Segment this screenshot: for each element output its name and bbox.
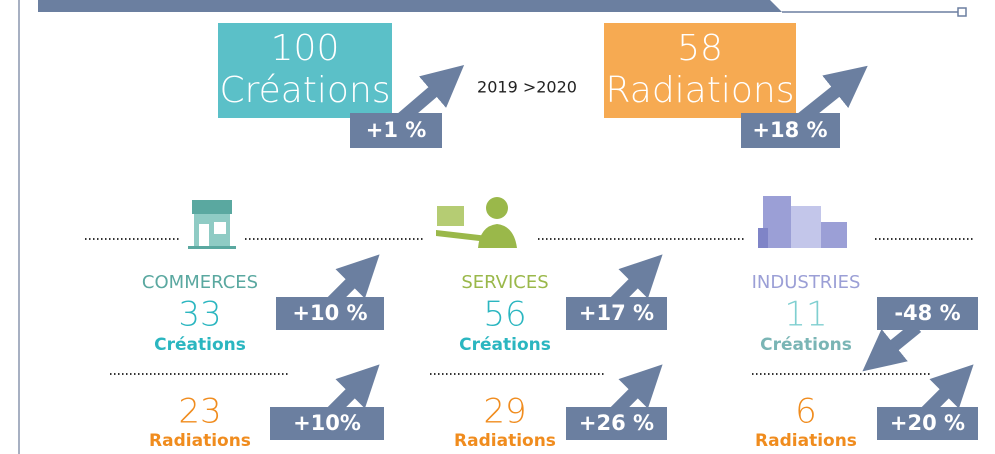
creations-value: 33	[178, 295, 221, 335]
radiations-value: 29	[483, 392, 526, 432]
change: -48 %	[894, 301, 960, 325]
creations-value: 11	[784, 295, 827, 335]
header-bar	[38, 0, 782, 12]
badge-bg	[276, 297, 384, 330]
badge-bg	[350, 113, 442, 148]
change: +17 %	[579, 301, 654, 325]
change: +26 %	[579, 411, 654, 435]
change: +10 %	[292, 301, 367, 325]
creations-label: Créations	[219, 70, 390, 111]
creations-label: Créations	[760, 335, 852, 355]
radiations-label: Radiations	[454, 431, 556, 451]
period: 2019 >2020	[477, 78, 577, 97]
sector-name: SERVICES	[461, 272, 548, 293]
arrow	[862, 321, 922, 372]
frame-corner	[957, 7, 967, 17]
store-icon	[188, 200, 236, 249]
sector-name: INDUSTRIES	[752, 272, 861, 293]
person-icon	[436, 197, 517, 248]
radiations-label: Radiations	[755, 431, 857, 451]
badge: +18 %	[741, 113, 840, 148]
radiations-label: Radiations	[149, 431, 251, 451]
radiations-value: 23	[178, 392, 221, 432]
radiations-box	[604, 23, 796, 118]
creations-label: Créations	[459, 335, 551, 355]
badge-bg	[877, 297, 978, 330]
radiations-change: +18 %	[752, 118, 827, 142]
creations-box	[218, 23, 392, 118]
change: +10%	[293, 411, 361, 435]
total-creations: 100	[271, 28, 340, 69]
badge-bg	[566, 297, 667, 330]
badge: +1 %	[350, 113, 442, 148]
creations-label: Créations	[154, 335, 246, 355]
total-radiations: 58	[677, 28, 723, 69]
change: +20 %	[890, 411, 965, 435]
creations-value: 56	[483, 295, 526, 335]
radiations-label: Radiations	[606, 70, 795, 111]
sector-name: COMMERCES	[142, 272, 258, 293]
badge-bg	[877, 407, 978, 440]
badge-bg	[270, 407, 384, 440]
creations-change: +1 %	[366, 118, 427, 142]
radiations-value: 6	[795, 392, 817, 432]
badge-bg	[741, 113, 840, 148]
badge-bg	[566, 407, 667, 440]
building-icon	[758, 196, 847, 248]
